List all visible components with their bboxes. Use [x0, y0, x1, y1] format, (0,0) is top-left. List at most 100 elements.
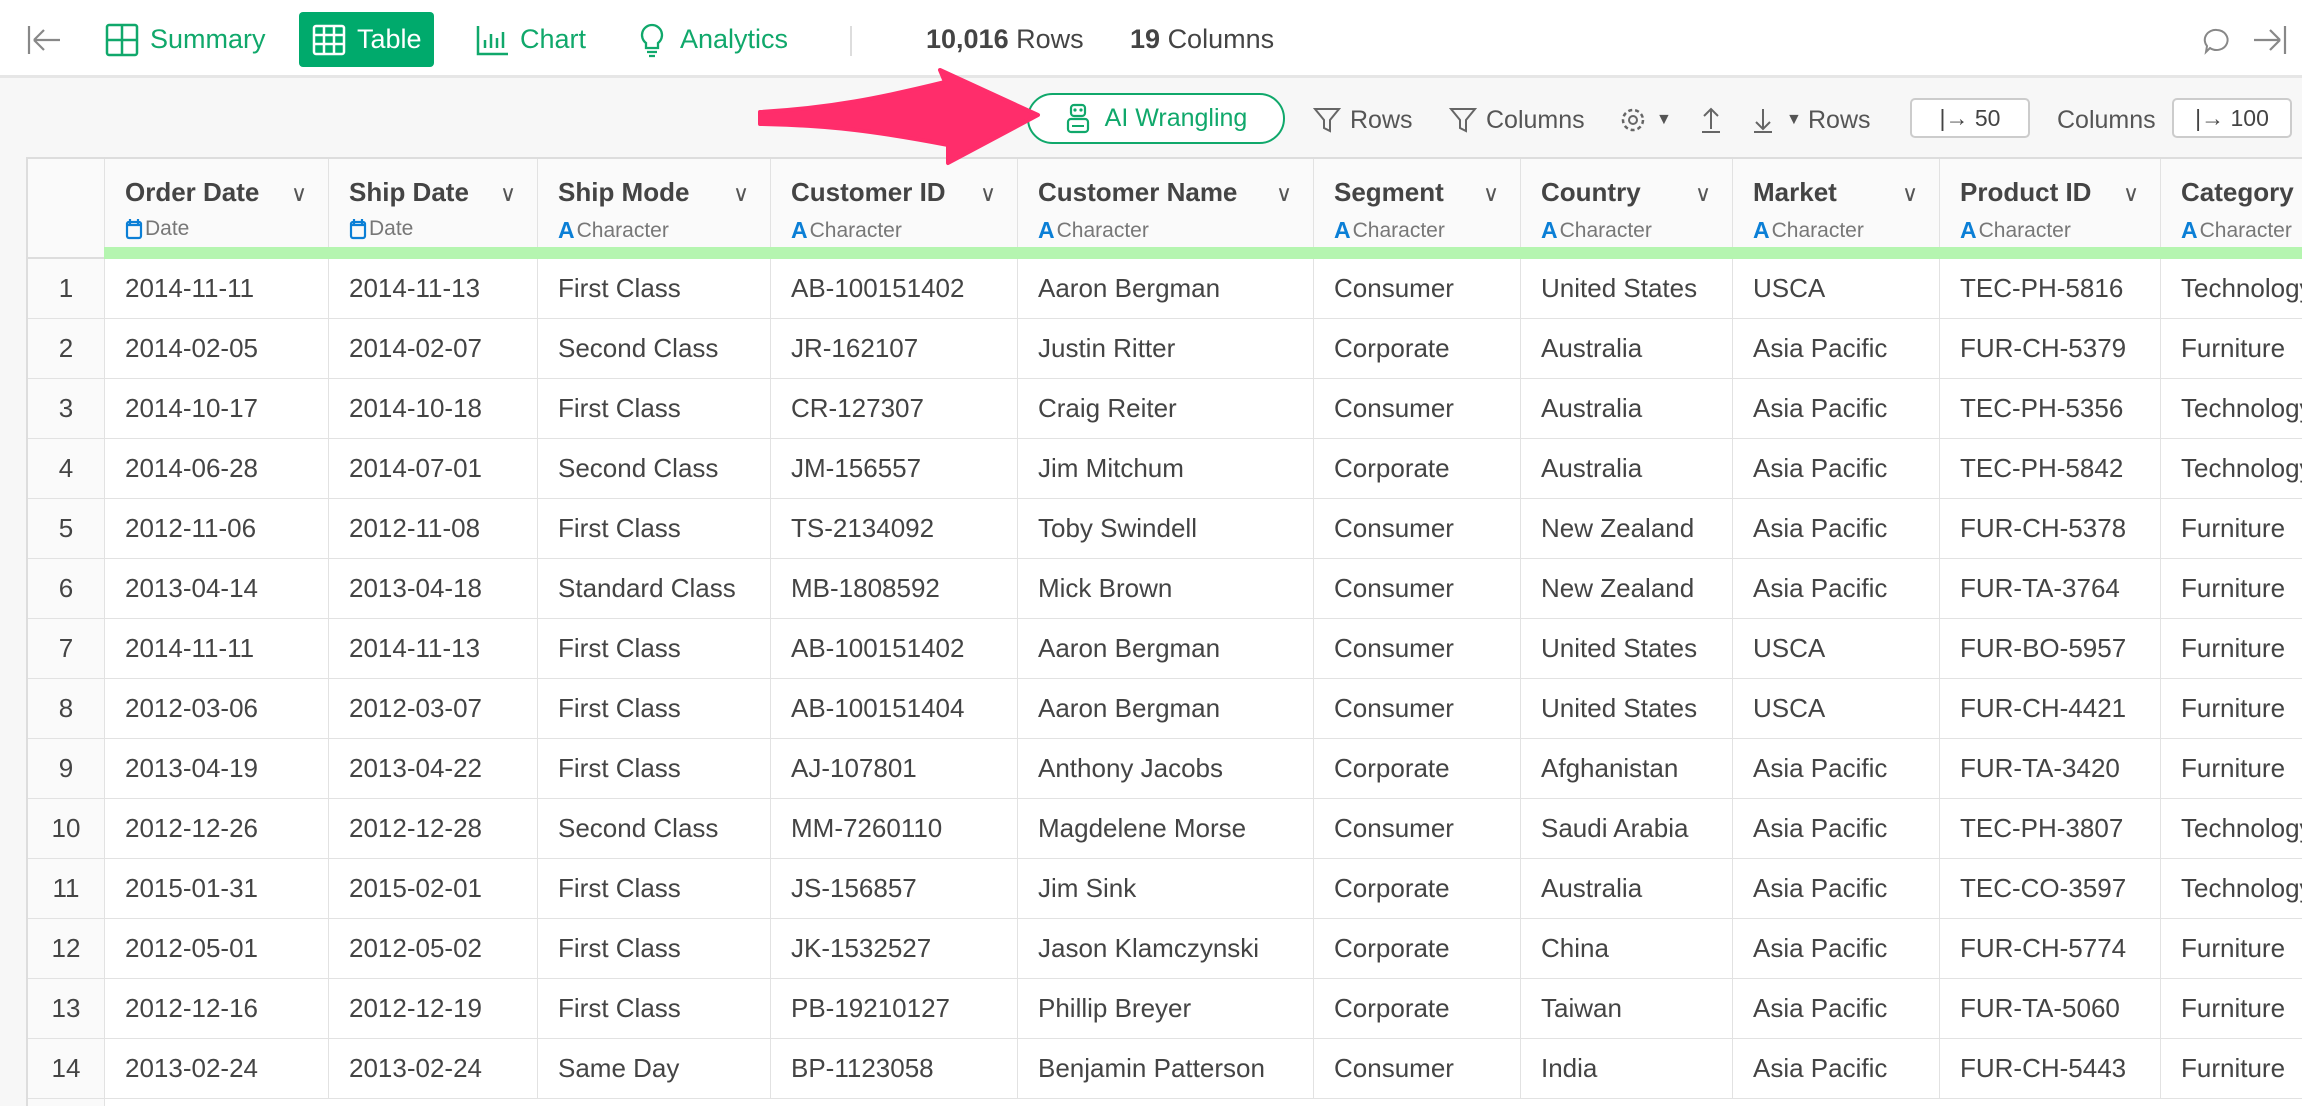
- table-cell[interactable]: FUR-CH-5378: [1940, 499, 2161, 558]
- table-cell[interactable]: Consumer: [1314, 559, 1521, 618]
- table-cell[interactable]: Asia Pacific: [1733, 979, 1940, 1038]
- table-cell[interactable]: Furniture: [2161, 319, 2302, 378]
- table-cell[interactable]: Asia Pacific: [1733, 919, 1940, 978]
- table-cell[interactable]: 2014-02-07: [329, 319, 538, 378]
- column-header[interactable]: Segment ∨ A Character: [1314, 159, 1521, 259]
- table-cell[interactable]: First Class: [538, 739, 771, 798]
- table-cell[interactable]: Aaron Bergman: [1018, 259, 1314, 318]
- table-cell[interactable]: 2015-01-31: [105, 859, 329, 918]
- table-cell[interactable]: MM-7260110: [771, 799, 1018, 858]
- column-header[interactable]: Ship Date ∨ Date: [329, 159, 538, 259]
- table-cell[interactable]: USCA: [1733, 679, 1940, 738]
- table-cell[interactable]: Asia Pacific: [1733, 799, 1940, 858]
- table-cell[interactable]: Corporate: [1314, 859, 1521, 918]
- columns-limit-input[interactable]: |→ 100: [2172, 98, 2292, 138]
- table-cell[interactable]: 2014-11-13: [329, 619, 538, 678]
- table-cell[interactable]: Craig Reiter: [1018, 379, 1314, 438]
- table-cell[interactable]: Technology: [2161, 259, 2302, 318]
- table-cell[interactable]: TEC-PH-3807: [1940, 799, 2161, 858]
- chevron-down-icon[interactable]: ∨: [1483, 181, 1500, 206]
- table-row[interactable]: 11 2015-01-31 2015-02-01 First Class JS-1568…: [28, 859, 2302, 919]
- table-cell[interactable]: Furniture: [2161, 979, 2302, 1038]
- table-cell[interactable]: 2014-11-11: [105, 619, 329, 678]
- filter-rows-button[interactable]: Rows: [1312, 101, 1413, 139]
- table-cell[interactable]: First Class: [538, 679, 771, 738]
- table-cell[interactable]: AB-100151404: [771, 679, 1018, 738]
- table-cell[interactable]: Corporate: [1314, 979, 1521, 1038]
- table-cell[interactable]: BP-1123058: [771, 1039, 1018, 1098]
- table-cell[interactable]: New Zealand: [1521, 559, 1733, 618]
- table-cell[interactable]: Jason Klamczynski: [1018, 919, 1314, 978]
- table-cell[interactable]: FUR-TA-3764: [1940, 559, 2161, 618]
- table-cell[interactable]: Second Class: [538, 319, 771, 378]
- table-cell[interactable]: Consumer: [1314, 259, 1521, 318]
- table-cell[interactable]: 2013-02-24: [105, 1039, 329, 1098]
- chevron-down-icon[interactable]: ∨: [500, 181, 517, 206]
- table-cell[interactable]: MB-1808592: [771, 559, 1018, 618]
- table-cell[interactable]: First Class: [538, 619, 771, 678]
- table-cell[interactable]: TEC-PH-5356: [1940, 379, 2161, 438]
- table-cell[interactable]: Furniture: [2161, 919, 2302, 978]
- table-cell[interactable]: FUR-CH-5379: [1940, 319, 2161, 378]
- table-row[interactable]: 5 2012-11-06 2012-11-08 First Class TS-21340…: [28, 499, 2302, 559]
- table-cell[interactable]: Justin Ritter: [1018, 319, 1314, 378]
- table-row[interactable]: 13 2012-12-16 2012-12-19 First Class PB-1921…: [28, 979, 2302, 1039]
- table-cell[interactable]: First Class: [538, 259, 771, 318]
- table-row[interactable]: 1 2014-11-11 2014-11-13 First Class AB-10015…: [28, 259, 2302, 319]
- column-header[interactable]: Ship Mode ∨ A Character: [538, 159, 771, 259]
- table-cell[interactable]: 2015-02-01: [329, 859, 538, 918]
- chevron-down-icon[interactable]: ∨: [1902, 181, 1919, 206]
- table-cell[interactable]: Asia Pacific: [1733, 379, 1940, 438]
- table-cell[interactable]: India: [1521, 1039, 1733, 1098]
- table-cell[interactable]: Corporate: [1314, 439, 1521, 498]
- table-cell[interactable]: United States: [1521, 679, 1733, 738]
- table-cell[interactable]: Corporate: [1314, 319, 1521, 378]
- collapse-right-icon[interactable]: [2252, 22, 2288, 58]
- table-cell[interactable]: TEC-PH-5816: [1940, 259, 2161, 318]
- table-cell[interactable]: Furniture: [2161, 679, 2302, 738]
- table-cell[interactable]: FUR-BO-5957: [1940, 619, 2161, 678]
- table-cell[interactable]: Asia Pacific: [1733, 739, 1940, 798]
- table-row[interactable]: 9 2013-04-19 2013-04-22 First Class AJ-10780…: [28, 739, 2302, 799]
- table-cell[interactable]: 2014-07-01: [329, 439, 538, 498]
- table-cell[interactable]: United States: [1521, 619, 1733, 678]
- table-cell[interactable]: 2012-12-28: [329, 799, 538, 858]
- table-cell[interactable]: 2014-11-13: [329, 259, 538, 318]
- table-cell[interactable]: 2014-02-05: [105, 319, 329, 378]
- table-cell[interactable]: 2013-04-22: [329, 739, 538, 798]
- table-cell[interactable]: First Class: [538, 379, 771, 438]
- collapse-left-icon[interactable]: [26, 22, 62, 58]
- column-header[interactable]: Order Date ∨ Date: [105, 159, 329, 259]
- table-cell[interactable]: 2012-03-06: [105, 679, 329, 738]
- table-cell[interactable]: Magdelene Morse: [1018, 799, 1314, 858]
- table-cell[interactable]: FUR-CH-4421: [1940, 679, 2161, 738]
- table-cell[interactable]: 2012-05-01: [105, 919, 329, 978]
- table-cell[interactable]: 2013-02-24: [329, 1039, 538, 1098]
- table-row[interactable]: 2 2014-02-05 2014-02-07 Second Class JR-1621…: [28, 319, 2302, 379]
- table-row[interactable]: 14 2013-02-24 2013-02-24 Same Day BP-1123058…: [28, 1039, 2302, 1099]
- column-header[interactable]: Country ∨ A Character: [1521, 159, 1733, 259]
- table-cell[interactable]: Benjamin Patterson: [1018, 1039, 1314, 1098]
- table-cell[interactable]: Aaron Bergman: [1018, 679, 1314, 738]
- table-cell[interactable]: Toby Swindell: [1018, 499, 1314, 558]
- table-cell[interactable]: First Class: [538, 919, 771, 978]
- download-menu-button[interactable]: ▼: [1748, 101, 1802, 139]
- table-cell[interactable]: United States: [1521, 259, 1733, 318]
- table-cell[interactable]: New Zealand: [1521, 499, 1733, 558]
- table-cell[interactable]: JS-156857: [771, 859, 1018, 918]
- table-cell[interactable]: PB-19210127: [771, 979, 1018, 1038]
- chevron-down-icon[interactable]: ∨: [1695, 181, 1712, 206]
- table-cell[interactable]: Asia Pacific: [1733, 859, 1940, 918]
- table-cell[interactable]: 2012-11-08: [329, 499, 538, 558]
- table-cell[interactable]: Same Day: [538, 1039, 771, 1098]
- tab-summary[interactable]: Summary: [92, 12, 278, 67]
- chevron-down-icon[interactable]: ∨: [733, 181, 750, 206]
- table-cell[interactable]: TEC-PH-5842: [1940, 439, 2161, 498]
- table-row[interactable]: 3 2014-10-17 2014-10-18 First Class CR-12730…: [28, 379, 2302, 439]
- table-row[interactable]: 6 2013-04-14 2013-04-18 Standard Class MB-18…: [28, 559, 2302, 619]
- table-cell[interactable]: USCA: [1733, 259, 1940, 318]
- table-cell[interactable]: Furniture: [2161, 739, 2302, 798]
- table-row[interactable]: 4 2014-06-28 2014-07-01 Second Class JM-1565…: [28, 439, 2302, 499]
- tab-table[interactable]: Table: [299, 12, 434, 67]
- table-cell[interactable]: Afghanistan: [1521, 739, 1733, 798]
